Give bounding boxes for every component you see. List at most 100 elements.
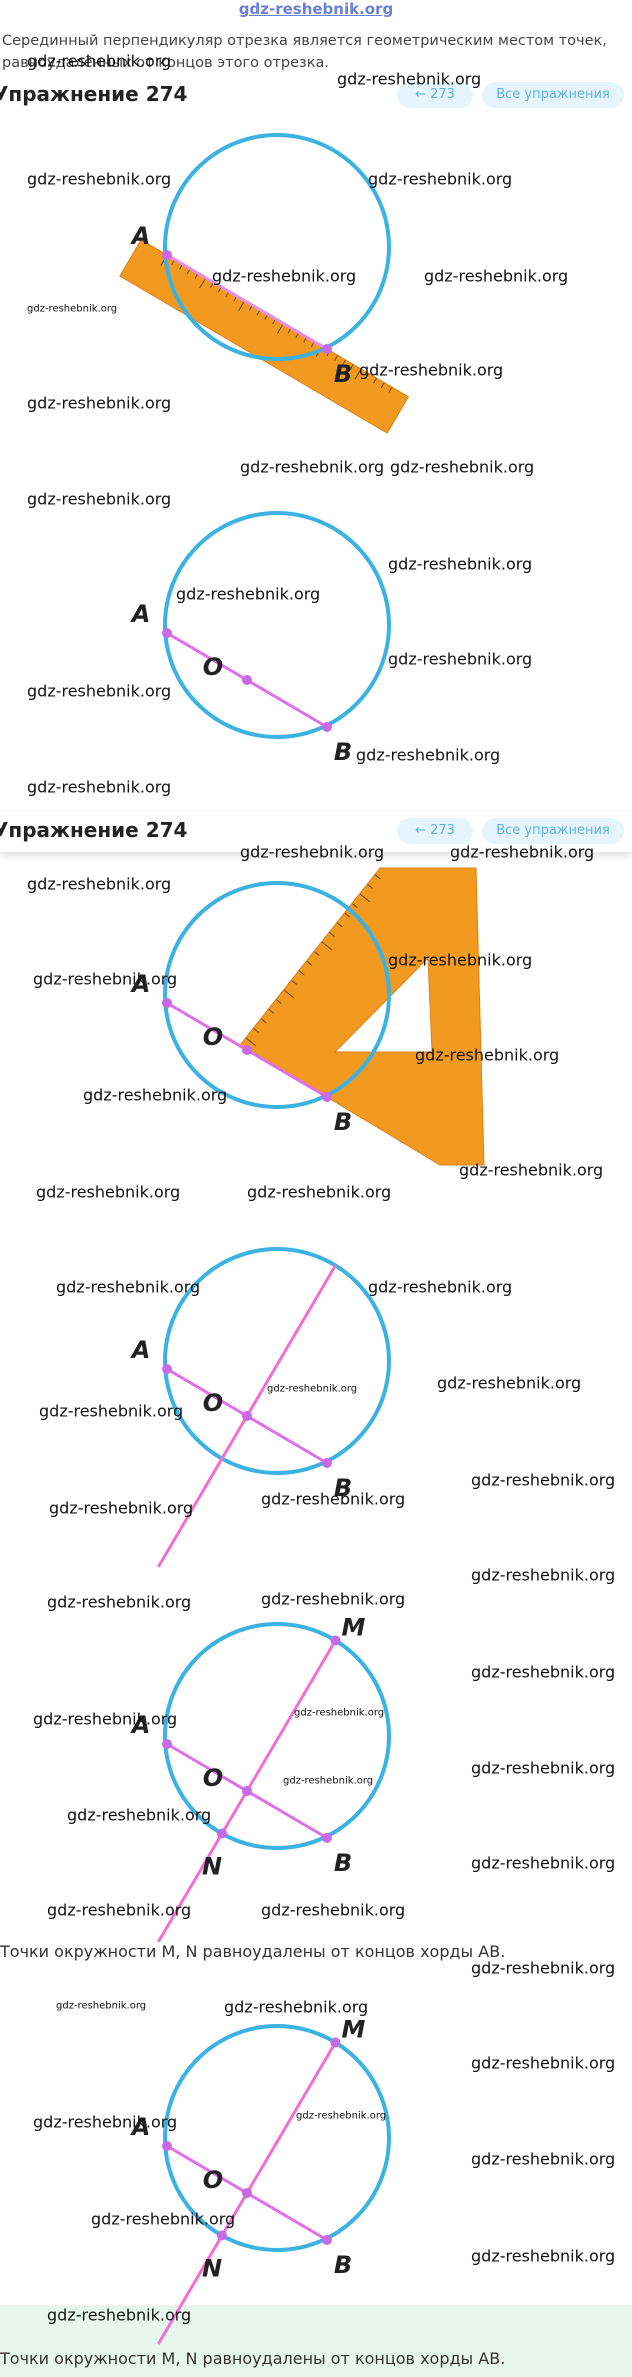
ruler-tick (359, 893, 371, 903)
point (162, 2141, 172, 2151)
prev-label: 273 (430, 823, 455, 838)
watermark: gdz-reshebnik.org (36, 1182, 181, 1202)
watermark: gdz-reshebnik.org (33, 969, 178, 989)
ruler-tick (276, 323, 284, 334)
caption: Точки окружности M, N равноудалены от ко… (0, 2349, 506, 2368)
prev-label: 273 (430, 87, 455, 102)
watermark: gdz-reshebnik.org (390, 457, 535, 477)
watermark: gdz-reshebnik.org (471, 1565, 616, 1585)
watermark: gdz-reshebnik.org (27, 874, 172, 894)
watermark: gdz-reshebnik.org (27, 169, 172, 189)
section-header: Упражнение 274 ← 273 Все упражнения (0, 76, 632, 116)
point (242, 1786, 252, 1796)
watermark: gdz-reshebnik.org (388, 649, 533, 669)
figure: A O B (130, 511, 391, 766)
watermark: gdz-reshebnik.org (356, 745, 501, 765)
watermark: gdz-reshebnik.org (261, 1489, 406, 1509)
all-button[interactable]: Все упражнения (482, 82, 624, 108)
watermark: gdz-reshebnik.org (359, 360, 504, 380)
watermark: gdz-reshebnik.org (459, 1160, 604, 1180)
watermark: gdz-reshebnik.org (56, 1277, 201, 1297)
watermark: gdz-reshebnik.org (471, 2246, 616, 2266)
point-label: N (202, 1853, 222, 1881)
ruler-tick (283, 989, 295, 999)
section-title: Упражнение 274 (0, 818, 188, 842)
section-header: Упражнение 274 ← 273 Все упражнения (0, 812, 632, 852)
footer-band (0, 2305, 632, 2377)
ruler-tick (367, 884, 373, 889)
watermark: gdz-reshebnik.org (224, 1997, 369, 2017)
watermark: gdz-reshebnik.org (368, 1277, 513, 1297)
watermark: gdz-reshebnik.org (27, 777, 172, 797)
ruler-tick (373, 377, 377, 384)
point-label: M (341, 1613, 365, 1641)
point-label: O (203, 2166, 223, 2194)
point (242, 675, 252, 685)
ruler-tick (245, 1037, 257, 1047)
watermark: gdz-reshebnik.org (471, 1958, 616, 1978)
ruler-tick (298, 970, 305, 976)
watermark: gdz-reshebnik.org (33, 1709, 178, 1729)
watermark: gdz-reshebnik.org (240, 457, 385, 477)
watermark: gdz-reshebnik.org (56, 2000, 147, 2012)
ruler-tick (388, 386, 393, 393)
point (330, 1635, 341, 1646)
point-label: N (202, 2255, 222, 2283)
watermark: gdz-reshebnik.org (294, 1707, 385, 1719)
point-label: A (130, 1336, 151, 1364)
figure: A O B (130, 867, 485, 1166)
watermark: gdz-reshebnik.org (83, 1085, 228, 1105)
site-logo[interactable]: gdz-reshebnik.org (238, 0, 394, 18)
watermark: gdz-reshebnik.org (471, 1662, 616, 1682)
point-label: B (334, 360, 352, 388)
watermark: gdz-reshebnik.org (247, 1182, 392, 1202)
point-label: M (341, 2015, 365, 2043)
watermark: gdz-reshebnik.org (283, 1775, 374, 1787)
segment (166, 253, 328, 351)
ruler-tick (329, 932, 335, 937)
caption: Точки окружности M, N равноудалены от ко… (0, 1942, 506, 1961)
point (322, 344, 332, 354)
ruler-tick (352, 903, 358, 908)
ruler-tick (374, 874, 381, 880)
watermark: gdz-reshebnik.org (267, 1383, 358, 1395)
ruler-tick (306, 960, 313, 966)
watermark: gdz-reshebnik.org (388, 950, 533, 970)
point-label: O (203, 653, 223, 681)
circle (163, 2024, 391, 2252)
watermark: gdz-reshebnik.org (67, 1805, 212, 1825)
watermark: gdz-reshebnik.org (424, 266, 569, 286)
point (162, 250, 172, 260)
point (322, 1833, 332, 1843)
point-label: B (334, 738, 352, 766)
watermark: gdz-reshebnik.org (176, 584, 321, 604)
watermark: gdz-reshebnik.org (261, 1589, 406, 1609)
all-button[interactable]: Все упражнения (482, 818, 624, 844)
ruler-tick (380, 382, 385, 389)
ruler-tick (334, 355, 339, 361)
watermark: gdz-reshebnik.org (27, 51, 172, 71)
watermark: gdz-reshebnik.org (471, 1758, 616, 1778)
figure: A O B (130, 1247, 391, 1568)
circle (163, 133, 391, 361)
point-label: B (334, 1474, 352, 1502)
point (216, 2230, 227, 2241)
ruler-tick (276, 999, 282, 1004)
point (330, 2037, 341, 2048)
circle (163, 1622, 391, 1850)
watermark: gdz-reshebnik.org (47, 2305, 192, 2325)
circle (163, 881, 391, 1109)
prev-button[interactable]: ← 273 (397, 82, 473, 108)
point (322, 1458, 332, 1468)
figure: A O B M N (130, 1613, 391, 1943)
point (322, 1092, 332, 1102)
prev-button[interactable]: ← 273 (397, 818, 473, 844)
figure: AB (119, 133, 410, 434)
watermark: gdz-reshebnik.org (471, 1470, 616, 1490)
set-square (239, 867, 485, 1166)
watermark: gdz-reshebnik.org (261, 1900, 406, 1920)
watermark: gdz-reshebnik.org (450, 842, 595, 862)
point (242, 1411, 252, 1421)
point (162, 1364, 172, 1374)
point-label: A (130, 600, 151, 628)
